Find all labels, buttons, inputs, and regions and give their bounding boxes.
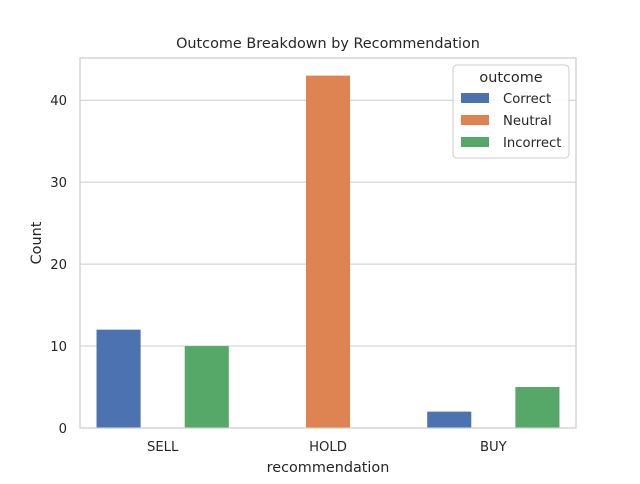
- bar-incorrect-buy: [515, 387, 560, 428]
- chart-title: Outcome Breakdown by Recommendation: [176, 36, 480, 52]
- plot-frame: [79, 57, 577, 429]
- y-axis-ticks: 0 10 20 30 40: [50, 94, 67, 437]
- legend-label-neutral: Neutral: [503, 114, 552, 129]
- y-axis-label: Count: [29, 221, 45, 264]
- y-tick-label: 30: [50, 176, 67, 191]
- bars: [96, 75, 560, 428]
- bar-neutral-hold: [305, 75, 351, 428]
- legend-title: outcome: [479, 70, 542, 86]
- legend-label-incorrect: Incorrect: [503, 136, 561, 151]
- x-tick-label: SELL: [147, 440, 179, 455]
- bar-correct-sell: [96, 329, 141, 428]
- y-tick-label: 40: [50, 94, 67, 109]
- legend: outcome Correct Neutral Incorrect: [452, 64, 570, 159]
- legend-swatch-incorrect: [461, 137, 489, 147]
- y-tick-label: 10: [50, 340, 67, 355]
- y-tick-label: 0: [59, 422, 67, 437]
- x-axis-label: recommendation: [267, 460, 390, 476]
- bar-incorrect-sell: [184, 346, 229, 428]
- legend-items: Correct Neutral Incorrect: [461, 92, 561, 151]
- legend-label-correct: Correct: [503, 92, 551, 107]
- x-tick-label: BUY: [480, 440, 508, 455]
- legend-box: [452, 64, 570, 159]
- y-tick-label: 20: [50, 258, 67, 273]
- legend-swatch-neutral: [461, 115, 489, 125]
- x-axis-ticks: SELL HOLD BUY: [147, 440, 508, 455]
- x-tick-label: HOLD: [309, 440, 347, 455]
- bar-correct-buy: [427, 411, 472, 428]
- legend-swatch-correct: [461, 93, 489, 103]
